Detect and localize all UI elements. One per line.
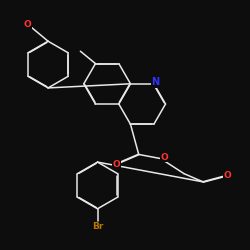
Text: O: O: [223, 170, 231, 179]
Text: Br: Br: [92, 222, 103, 231]
Text: O: O: [112, 160, 120, 168]
Text: N: N: [151, 78, 159, 88]
Text: O: O: [161, 153, 169, 162]
Text: O: O: [24, 20, 31, 29]
